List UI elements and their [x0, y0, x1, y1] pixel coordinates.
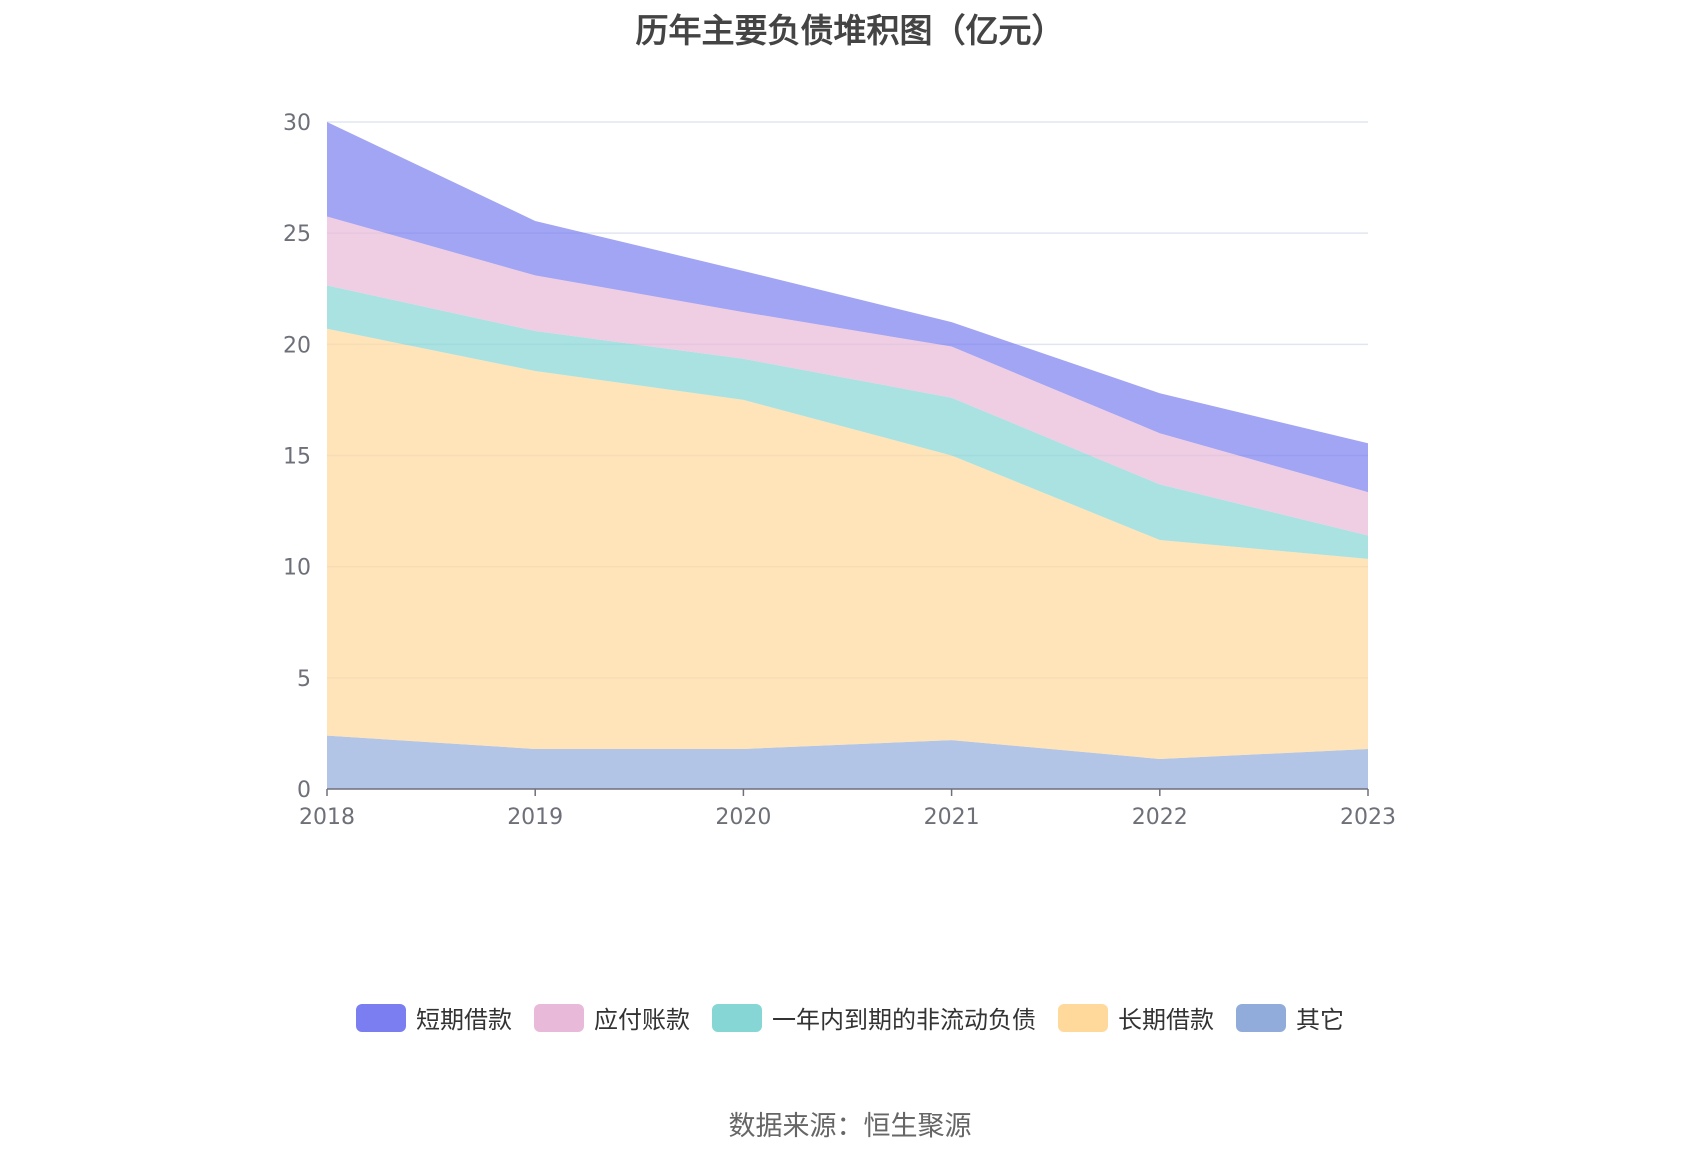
y-tick-label: 20 [283, 333, 311, 358]
data-source: 数据来源：恒生聚源 [728, 1111, 972, 1142]
legend-label: 短期借款 [416, 1006, 512, 1034]
x-tick-label: 2022 [1132, 805, 1188, 830]
y-tick-label: 10 [283, 556, 311, 581]
y-tick-label: 15 [283, 445, 311, 470]
legend-item[interactable]: 短期借款 [356, 1000, 512, 1035]
y-tick-label: 30 [283, 111, 311, 136]
legend-item[interactable]: 长期借款 [1058, 1000, 1214, 1035]
x-tick-label: 2020 [715, 805, 771, 830]
legend-item[interactable]: 一年内到期的非流动负债 [712, 1000, 1036, 1035]
legend-swatch [534, 1003, 584, 1032]
area-series-长期借款[interactable] [327, 328, 1368, 759]
area-series-短期借款[interactable] [327, 122, 1368, 493]
area-series-一年内到期的非流动负债[interactable] [327, 285, 1368, 559]
y-tick-label: 25 [283, 222, 311, 247]
x-tick-label: 2021 [924, 805, 980, 830]
area-layer [327, 122, 1368, 789]
x-tick-label: 2019 [507, 805, 563, 830]
legend-label: 其它 [1296, 1006, 1344, 1034]
legend-label: 长期借款 [1118, 1006, 1214, 1034]
legend-item[interactable]: 应付账款 [534, 1000, 690, 1035]
x-tick-label: 2018 [299, 805, 355, 830]
x-tick-label: 2023 [1340, 805, 1396, 830]
axis-layer: 0 5 10 15 20 25 30 2018 2019 2020 2021 2022 2023 [283, 111, 1396, 830]
legend-swatch [712, 1003, 762, 1032]
legend: 短期借款 应付账款 一年内到期的非流动负债 长期借款 其它 [0, 1000, 1700, 1035]
legend-swatch [1058, 1003, 1108, 1032]
y-tick-label: 0 [297, 778, 311, 803]
legend-item[interactable]: 其它 [1236, 1000, 1344, 1035]
area-series-应付账款[interactable] [327, 216, 1368, 536]
legend-label: 一年内到期的非流动负债 [772, 1006, 1036, 1034]
legend-swatch [356, 1003, 406, 1032]
y-tick-label: 5 [297, 667, 311, 692]
chart-title: 历年主要负债堆积图（亿元） [635, 11, 1065, 50]
legend-label: 应付账款 [594, 1006, 690, 1034]
legend-swatch [1236, 1003, 1286, 1032]
